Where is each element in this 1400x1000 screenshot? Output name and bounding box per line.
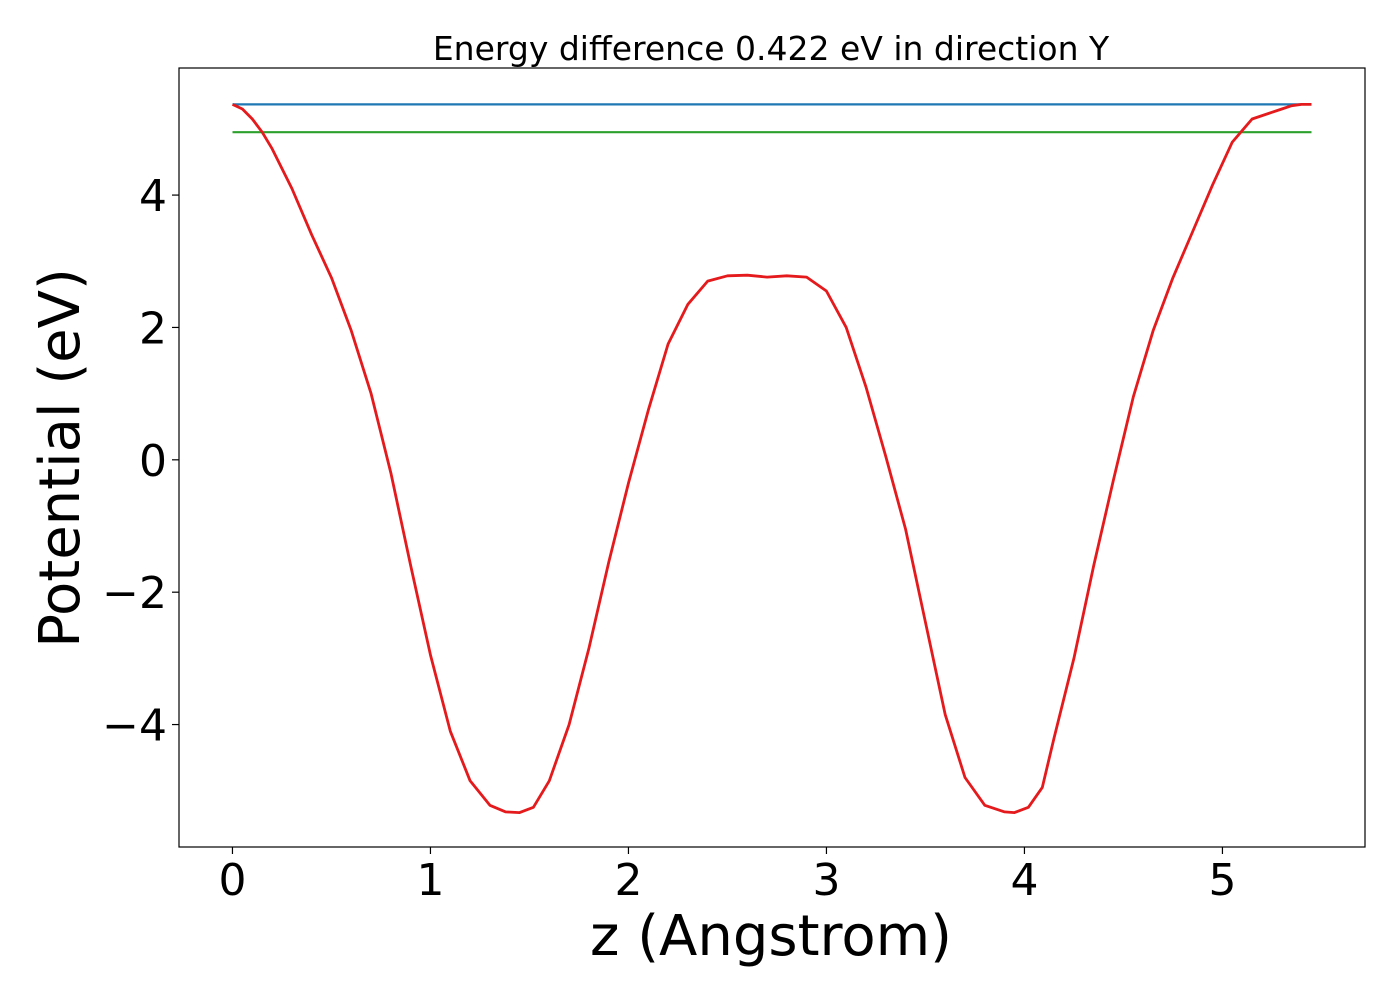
x-tick-label: 5 xyxy=(1208,855,1236,906)
y-tick-label: −4 xyxy=(102,701,167,752)
x-tick-label: 4 xyxy=(1010,855,1038,906)
x-tick-label: 3 xyxy=(812,855,840,906)
x-axis-ticks: 0 1 2 3 4 5 xyxy=(218,847,1236,906)
plot-area-frame xyxy=(178,67,1366,848)
y-tick-label: 4 xyxy=(139,171,167,222)
x-tick-label: 1 xyxy=(416,855,444,906)
series-layer xyxy=(231,103,1312,814)
chart-title: Energy difference 0.422 eV in direction … xyxy=(433,29,1110,68)
x-axis-label: z (Angstrom) xyxy=(590,904,952,969)
y-axis-label: Potential (eV) xyxy=(28,268,93,648)
y-tick-label: −2 xyxy=(102,568,167,619)
y-tick-label: 0 xyxy=(139,436,167,487)
x-tick-label: 0 xyxy=(218,855,246,906)
y-tick-label: 2 xyxy=(139,303,167,354)
x-tick-label: 2 xyxy=(614,855,642,906)
potential-curve xyxy=(231,103,1312,814)
y-axis-ticks: −4 −2 0 2 4 xyxy=(102,171,179,752)
